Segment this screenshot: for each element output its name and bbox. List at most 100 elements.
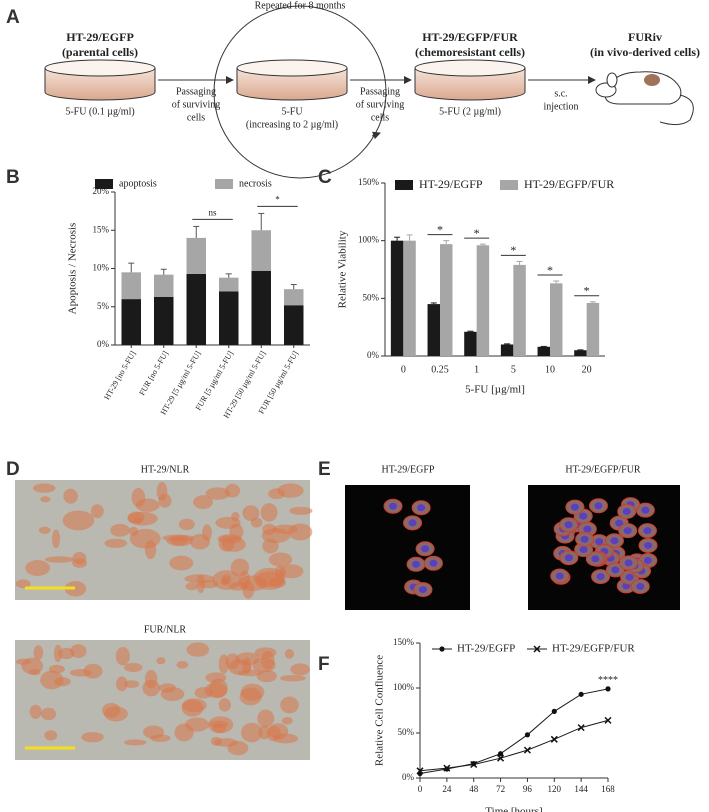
x-tick-label: 96 xyxy=(523,784,533,794)
dish-top xyxy=(414,59,526,77)
y-tick-label: 50% xyxy=(363,292,380,302)
y-tick-label: 5% xyxy=(97,301,110,311)
legend-swatch xyxy=(95,179,113,189)
mouse-body xyxy=(604,71,682,105)
bar xyxy=(550,283,563,356)
cell xyxy=(57,647,75,660)
mouse-tail xyxy=(659,94,694,126)
cell xyxy=(33,645,44,661)
marker xyxy=(497,754,505,762)
step-text: of surviving xyxy=(172,99,221,110)
cell xyxy=(158,493,172,508)
bar xyxy=(390,240,404,356)
error-bar xyxy=(258,212,265,231)
significance-label: ns xyxy=(208,207,217,217)
dishes xyxy=(44,59,526,101)
cell xyxy=(51,529,61,549)
injection: injection xyxy=(544,101,579,112)
error-bar xyxy=(128,262,135,273)
bar xyxy=(403,240,416,356)
repeat-loop xyxy=(213,5,387,179)
cell xyxy=(260,503,278,522)
cell xyxy=(64,580,87,597)
error-bar xyxy=(394,236,401,241)
cell xyxy=(268,552,293,567)
dish xyxy=(414,68,526,101)
nucleus xyxy=(421,545,430,553)
panel-label: F xyxy=(318,654,330,675)
panel-label: D xyxy=(6,459,20,480)
nucleus xyxy=(610,537,619,545)
x-tick-label: 48 xyxy=(469,784,479,794)
bar xyxy=(427,304,440,356)
nucleus xyxy=(412,560,421,568)
y-tick-label: 150% xyxy=(393,637,415,647)
x-tick-label: 5 xyxy=(511,364,516,375)
step-text: cells xyxy=(371,112,389,123)
bar-segment xyxy=(121,299,141,345)
cell xyxy=(15,579,31,589)
treatment: 5-FU (2 µg/ml) xyxy=(439,106,501,117)
cell xyxy=(176,660,189,669)
bar xyxy=(500,344,514,356)
bar-segment xyxy=(251,270,271,345)
micrographs xyxy=(15,480,680,760)
significance-label: * xyxy=(510,243,516,257)
nucleus xyxy=(611,566,620,574)
cell xyxy=(212,570,241,590)
y-tick-label: 10% xyxy=(93,263,110,273)
legend-marker xyxy=(533,645,541,653)
bar xyxy=(513,264,526,356)
cell xyxy=(25,560,51,577)
image-title: HT-29/EGFP/FUR xyxy=(565,464,641,475)
nucleus xyxy=(580,535,589,543)
legend-label: HT-29/EGFP xyxy=(419,177,483,191)
cell xyxy=(218,654,229,674)
nucleus xyxy=(583,525,592,533)
cell xyxy=(32,483,56,493)
cell xyxy=(262,523,276,536)
significance-label: * xyxy=(584,284,590,298)
cell xyxy=(202,524,212,542)
y-tick-label: 0% xyxy=(402,772,415,782)
cell xyxy=(252,657,276,673)
x-axis-label: Time [hours] xyxy=(485,806,542,812)
cell xyxy=(240,722,263,743)
cell xyxy=(288,523,313,541)
error-bar xyxy=(225,273,232,278)
cell xyxy=(178,518,195,531)
cell xyxy=(290,663,310,676)
mouse xyxy=(595,71,694,126)
cell xyxy=(29,704,42,719)
nucleus xyxy=(417,504,426,512)
legend-swatch xyxy=(500,180,518,190)
cell xyxy=(277,483,304,498)
legend-marker xyxy=(439,646,445,652)
injection: s.c. xyxy=(554,88,567,99)
error-bar xyxy=(479,243,486,246)
nucleus xyxy=(644,541,653,549)
cell xyxy=(104,538,128,548)
image-title: FUR/NLR xyxy=(144,624,187,635)
legend-label: HT-29/EGFP xyxy=(457,643,515,655)
cell xyxy=(62,510,95,531)
cell xyxy=(279,674,306,682)
dish xyxy=(236,68,348,101)
cell xyxy=(115,647,130,666)
marker xyxy=(443,764,451,772)
cell xyxy=(44,730,58,741)
step-text: cells xyxy=(187,112,205,123)
x-tick-label: 24 xyxy=(442,784,452,794)
tumor xyxy=(644,74,660,86)
cell xyxy=(110,523,131,537)
marker xyxy=(523,746,531,754)
annotation: **** xyxy=(598,675,618,686)
x-tick-label: 144 xyxy=(574,784,588,794)
y-tick-label: 50% xyxy=(398,727,415,737)
nucleus xyxy=(408,519,417,527)
bar-segment xyxy=(284,289,304,306)
bar-segment xyxy=(186,273,206,345)
significance-label: * xyxy=(547,263,553,277)
cell xyxy=(124,739,147,746)
